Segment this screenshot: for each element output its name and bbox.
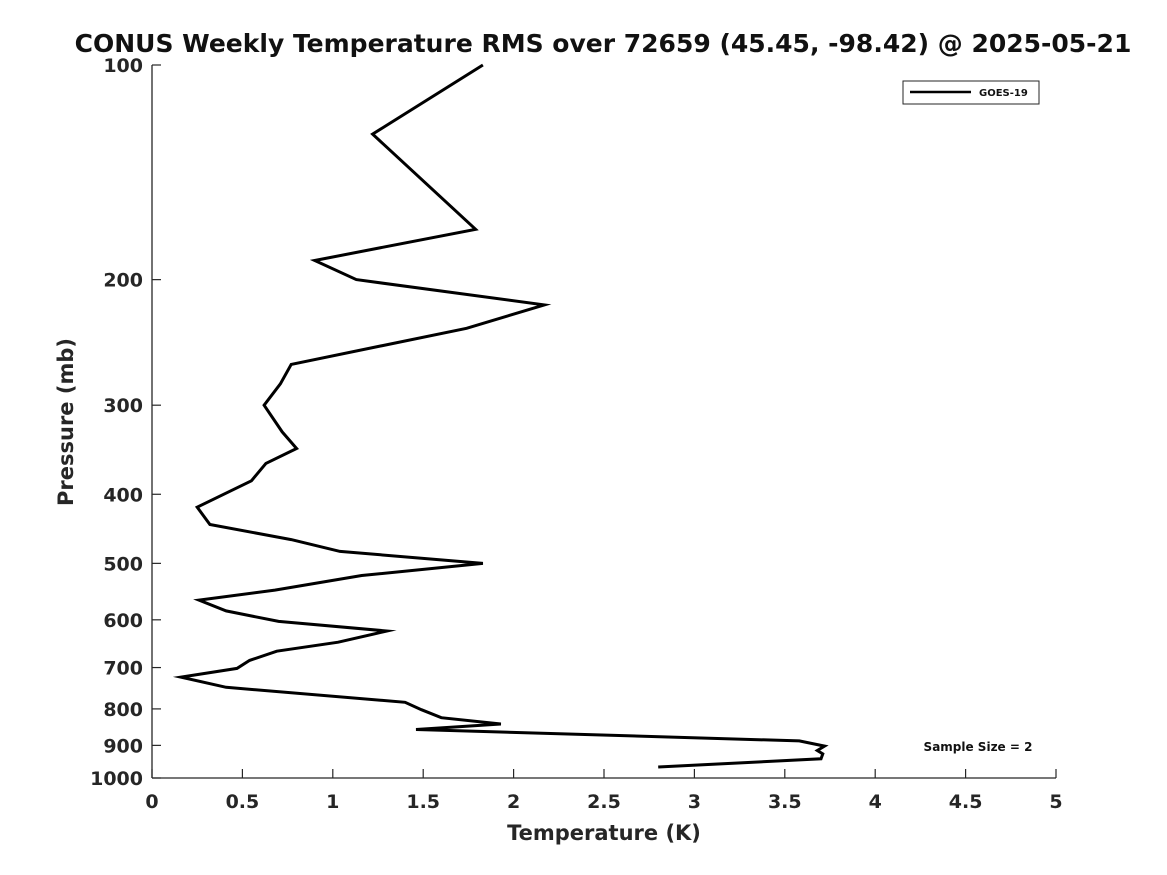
- x-tick-label: 5: [1049, 791, 1062, 813]
- x-tick-label: 3: [688, 791, 701, 813]
- y-tick-label: 1000: [90, 768, 143, 790]
- x-tick-label: 2.5: [587, 791, 621, 813]
- x-tick-label: 4.5: [949, 791, 983, 813]
- y-axis-label: Pressure (mb): [54, 338, 78, 506]
- x-tick-label: 2: [507, 791, 520, 813]
- y-tick-label: 700: [103, 658, 143, 680]
- x-tick-label: 1.5: [406, 791, 440, 813]
- series-line-goes-19: [172, 63, 829, 769]
- x-tick-label: 0: [145, 791, 158, 813]
- y-tick-label: 100: [103, 55, 143, 77]
- x-tick-label: 3.5: [768, 791, 802, 813]
- y-tick-label: 400: [103, 484, 143, 506]
- y-tick-label: 900: [103, 735, 143, 757]
- x-tick-label: 4: [869, 791, 882, 813]
- y-tick-label: 800: [103, 699, 143, 721]
- legend-label: GOES-19: [979, 88, 1028, 99]
- x-ticks: 0 0.5 1 1.5 2 2.5 3 3.5 4 4.5 5: [145, 769, 1063, 813]
- legend: GOES-19: [902, 80, 1040, 105]
- y-tick-label: 300: [103, 395, 143, 417]
- chart-title: CONUS Weekly Temperature RMS over 72659 …: [75, 29, 1132, 58]
- y-tick-label: 500: [103, 553, 143, 575]
- sample-size-annotation: Sample Size = 2: [924, 740, 1033, 754]
- y-tick-label: 600: [103, 610, 143, 632]
- x-axis-label: Temperature (K): [507, 821, 701, 845]
- y-ticks: 100 200 300 400 500 600 700 800 900 1000: [90, 55, 161, 790]
- series-layer: [172, 63, 829, 769]
- x-tick-label: 1: [326, 791, 339, 813]
- y-tick-label: 200: [103, 270, 143, 292]
- x-tick-label: 0.5: [226, 791, 260, 813]
